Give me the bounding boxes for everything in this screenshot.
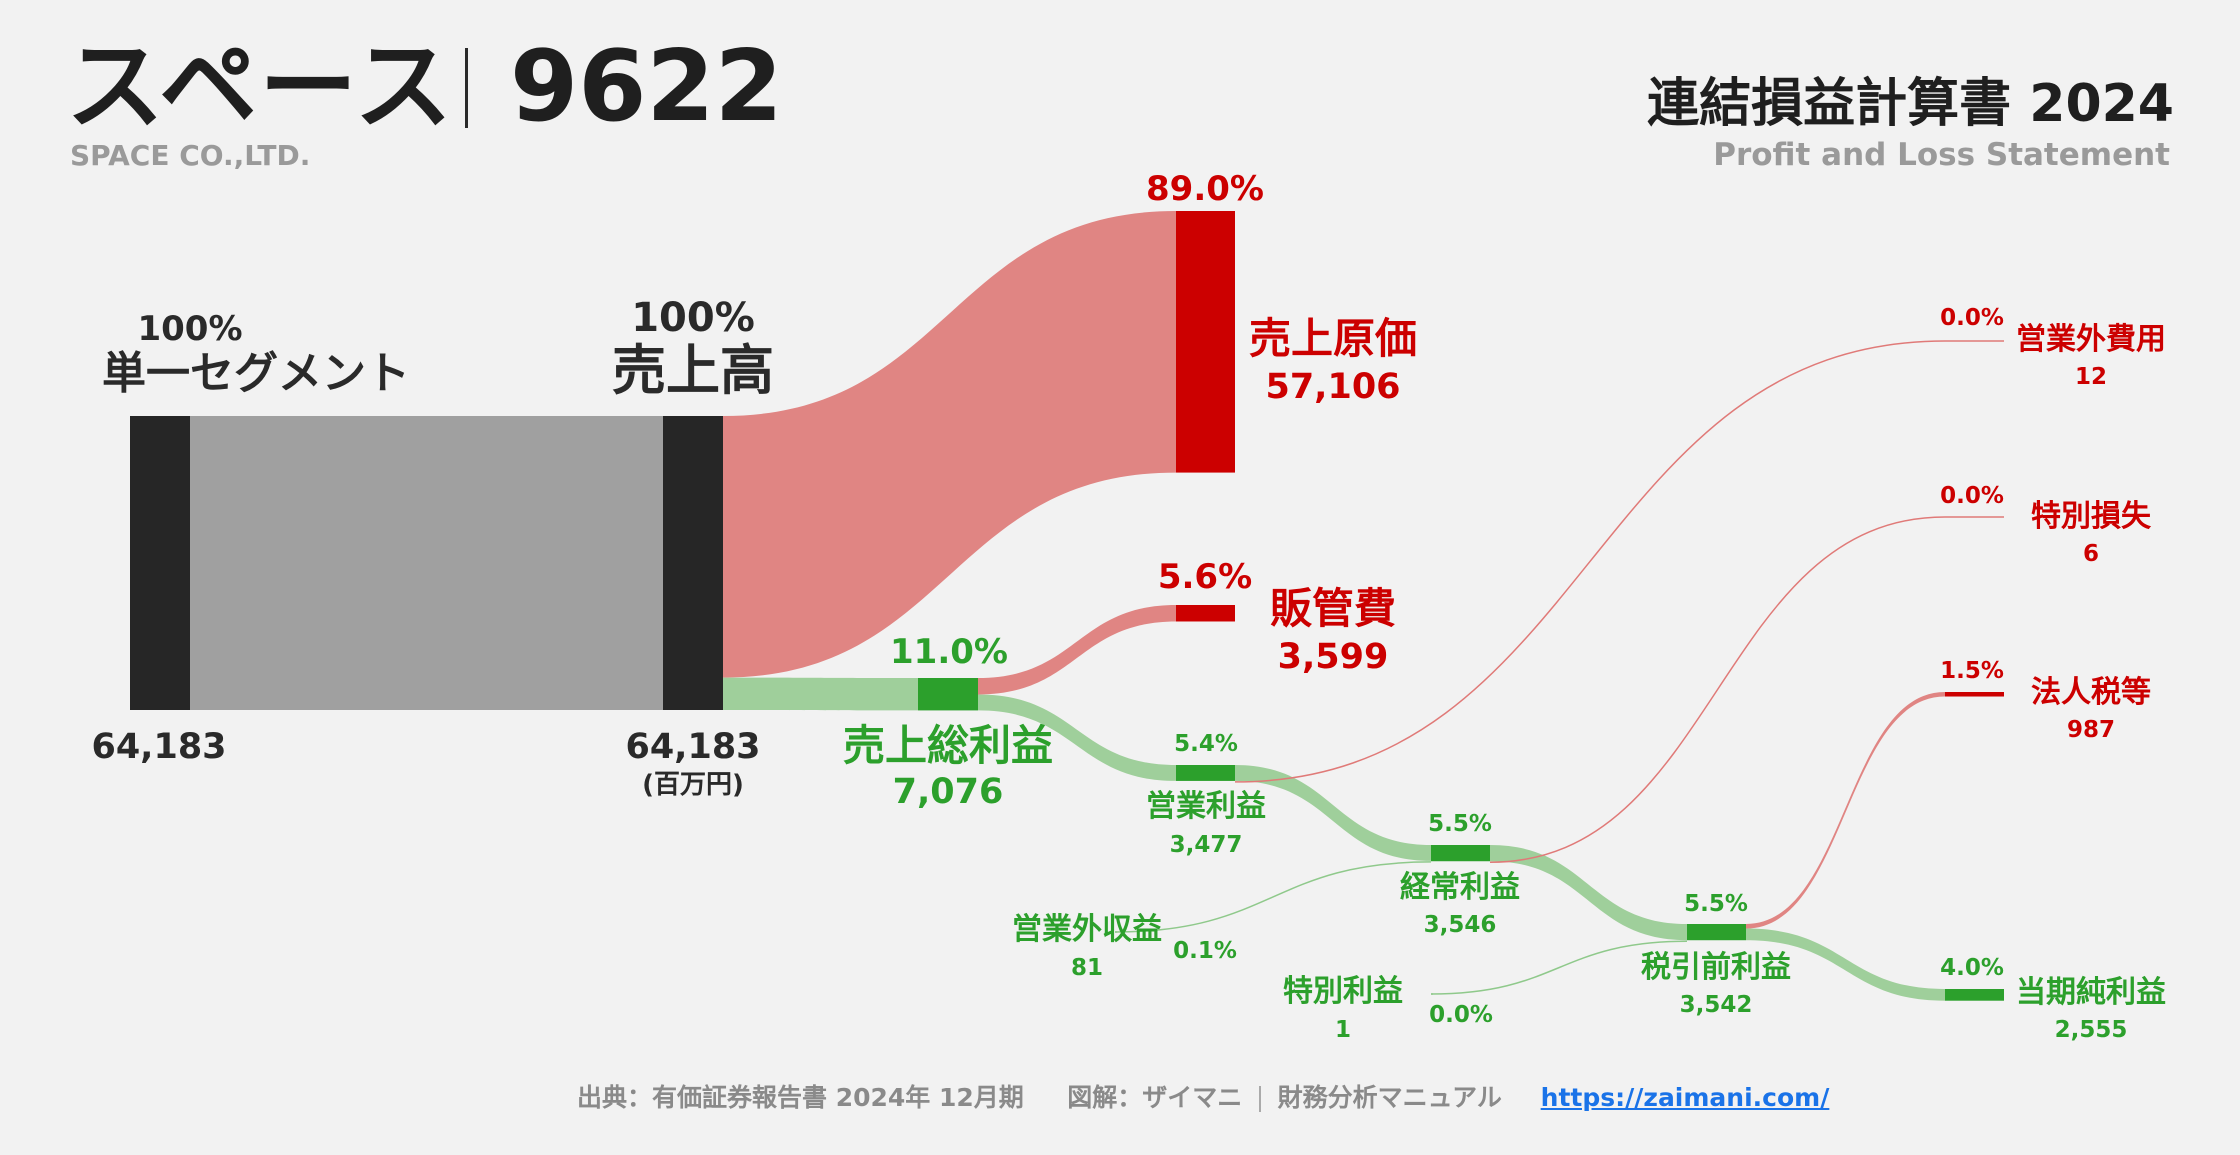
node-value-revenue: 64,183	[625, 727, 761, 767]
node-value-extraordinary-loss: 6	[2082, 541, 2100, 567]
flow-ordinary_profit-to-pretax_profit	[1490, 845, 1687, 941]
node-value-sga: 3,599	[1277, 637, 1389, 677]
node-value-pretax-profit: 3,542	[1679, 992, 1753, 1018]
footer-divider	[1258, 1086, 1261, 1112]
node-bar-revenue	[663, 416, 723, 710]
node-label-revenue: 売上高	[612, 339, 774, 402]
company-name: スペース	[66, 30, 455, 144]
node-bar-ordinary-profit	[1431, 845, 1490, 862]
node-value-operating-profit: 3,477	[1169, 832, 1243, 858]
node-pct-ordinary-profit: 5.5%	[1428, 811, 1492, 837]
node-label-gross-profit: 売上総利益	[842, 721, 1054, 770]
flow-operating_profit-to-ordinary_profit	[1235, 765, 1431, 861]
flow-extraordinary_income-to-pretax_profit	[1430, 940, 1688, 995]
node-label-segment: 単一セグメント	[102, 348, 410, 399]
node-bar-cogs	[1176, 211, 1235, 473]
company-english-name: SPACE CO.,LTD.	[70, 139, 311, 172]
flow-pretax_profit-to-net_income	[1746, 928, 1945, 1001]
node-label-net-income: 当期純利益	[2016, 975, 2166, 1010]
node-bar-sga	[1176, 605, 1235, 622]
node-label-pretax-profit: 税引前利益	[1641, 950, 1791, 985]
node-pct-segment: 100%	[137, 309, 243, 349]
flow-revenue-to-cogs	[723, 211, 1176, 678]
footer-credit: 図解：ザイマニ	[1067, 1083, 1243, 1112]
node-bar-net-income	[1945, 989, 2004, 1001]
node-label-extraordinary-income: 特別利益	[1283, 974, 1403, 1009]
statement-title: 連結損益計算書 2024	[1647, 74, 2174, 134]
node-pct-income-tax: 1.5%	[1940, 658, 2004, 684]
node-pct-gross-profit: 11.0%	[890, 632, 1008, 672]
node-pct-non-op-expense: 0.0%	[1940, 305, 2004, 331]
flow-gross_profit-to-sga	[978, 605, 1176, 695]
node-label-income-tax: 法人税等	[2031, 675, 2151, 710]
node-value-income-tax: 987	[2066, 717, 2116, 743]
unit-label: (百万円)	[642, 770, 744, 800]
footer-site: 財務分析マニュアル	[1277, 1083, 1502, 1112]
node-value-segment: 64,183	[91, 727, 227, 767]
node-value-non-op-expense: 12	[2074, 364, 2108, 390]
title-divider	[465, 48, 468, 128]
node-pct-net-income: 4.0%	[1940, 955, 2004, 981]
flow-non_op_income-to-ordinary_profit	[1114, 861, 1432, 933]
node-pct-revenue: 100%	[631, 295, 755, 341]
node-label-ordinary-profit: 経常利益	[1400, 870, 1520, 905]
node-bar-gross-profit	[918, 678, 978, 711]
flow-ordinary_profit-to-extraordinary_loss	[1489, 516, 1946, 863]
node-value-ordinary-profit: 3,546	[1423, 912, 1497, 938]
node-pct-operating-profit: 5.4%	[1174, 731, 1238, 757]
flow-revenue-to-gross_profit	[723, 677, 918, 711]
node-bar-segment	[130, 416, 190, 710]
node-value-cogs: 57,106	[1265, 367, 1401, 407]
node-label-operating-profit: 営業利益	[1146, 789, 1266, 824]
statement-english-title: Profit and Loss Statement	[1713, 137, 2170, 173]
flow-operating_profit-to-non_op_expense	[1234, 340, 1946, 783]
footer-source: 出典：有価証券報告書 2024年 12月期	[577, 1083, 1024, 1112]
node-pct-extraordinary-income: 0.0%	[1429, 1002, 1493, 1028]
node-label-sga: 販管費	[1269, 584, 1397, 633]
node-label-cogs: 売上原価	[1248, 314, 1418, 363]
flow-segment-to-revenue	[190, 416, 663, 710]
node-label-non-op-income: 営業外収益	[1012, 912, 1162, 947]
flow-pretax_profit-to-income_tax	[1746, 692, 1945, 929]
flow-gross_profit-to-operating_profit	[978, 694, 1176, 781]
node-value-gross-profit: 7,076	[892, 772, 1004, 812]
node-pct-non-op-income: 0.1%	[1173, 938, 1237, 964]
node-value-net-income: 2,555	[2054, 1017, 2128, 1043]
ticker-code: 9622	[510, 30, 783, 144]
node-bar-income-tax	[1945, 692, 2004, 697]
node-pct-pretax-profit: 5.5%	[1684, 891, 1748, 917]
node-bar-pretax-profit	[1687, 924, 1746, 941]
node-pct-cogs: 89.0%	[1146, 169, 1264, 209]
node-label-extraordinary-loss: 特別損失	[2031, 499, 2151, 534]
node-pct-extraordinary-loss: 0.0%	[1940, 483, 2004, 509]
footer: 出典：有価証券報告書 2024年 12月期 図解：ザイマニ 財務分析マニュアル …	[577, 1078, 1829, 1114]
node-label-non-op-expense: 営業外費用	[2016, 322, 2166, 357]
node-pct-sga: 5.6%	[1157, 557, 1253, 597]
node-value-non-op-income: 81	[1070, 955, 1104, 981]
node-bar-operating-profit	[1176, 765, 1235, 781]
footer-link[interactable]: https://zaimani.com/	[1540, 1083, 1830, 1112]
node-value-extraordinary-income: 1	[1334, 1017, 1352, 1043]
